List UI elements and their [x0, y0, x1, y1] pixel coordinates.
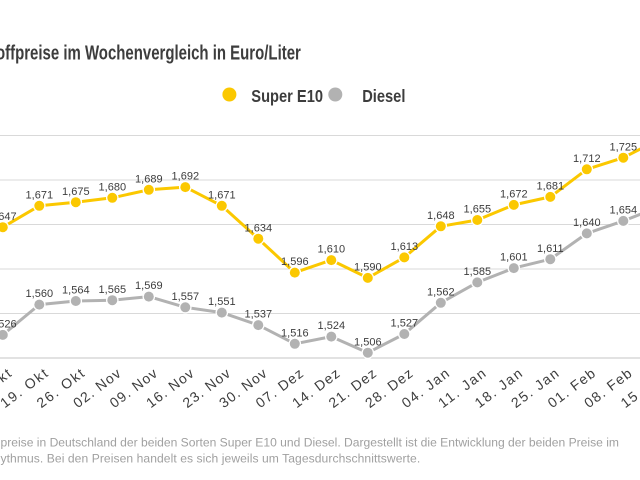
- svg-text:1,671: 1,671: [26, 189, 54, 201]
- svg-text:1,590: 1,590: [354, 262, 382, 274]
- svg-text:1,655: 1,655: [464, 204, 492, 216]
- svg-text:1,611: 1,611: [537, 243, 564, 255]
- svg-text:1,712: 1,712: [573, 153, 601, 165]
- svg-text:1,680: 1,680: [99, 181, 127, 193]
- svg-text:1,672: 1,672: [500, 189, 528, 201]
- svg-text:1,569: 1,569: [135, 280, 163, 292]
- svg-text:1,565: 1,565: [99, 284, 127, 296]
- svg-text:1,681: 1,681: [537, 181, 565, 193]
- svg-text:ythmus. Bei den Preisen handel: ythmus. Bei den Preisen handelt es sich …: [1, 452, 421, 466]
- svg-text:1,671: 1,671: [208, 189, 236, 201]
- svg-text:1,551: 1,551: [208, 296, 236, 308]
- svg-text:1,560: 1,560: [26, 288, 54, 300]
- svg-text:1,564: 1,564: [62, 285, 90, 297]
- svg-text:1,675: 1,675: [62, 186, 90, 198]
- svg-text:1,516: 1,516: [281, 327, 309, 339]
- svg-text:Kraftstoffpreise im Wochenverg: Kraftstoffpreise im Wochenvergleich in E…: [0, 41, 301, 64]
- svg-text:1,596: 1,596: [281, 256, 309, 268]
- svg-text:1,648: 1,648: [427, 210, 455, 222]
- svg-text:1,725: 1,725: [610, 141, 638, 153]
- svg-text:1,526: 1,526: [0, 319, 17, 331]
- svg-text:1,524: 1,524: [318, 320, 346, 332]
- svg-text:1,692: 1,692: [172, 171, 200, 183]
- svg-text:1,654: 1,654: [610, 205, 638, 217]
- svg-text:1,689: 1,689: [135, 173, 163, 185]
- svg-text:1,557: 1,557: [172, 291, 200, 303]
- svg-text:1,613: 1,613: [391, 241, 419, 253]
- svg-text:1,640: 1,640: [573, 217, 601, 229]
- svg-text:1,585: 1,585: [464, 266, 492, 278]
- svg-text:1,634: 1,634: [245, 222, 273, 234]
- svg-text:1,537: 1,537: [245, 309, 273, 321]
- svg-text:preise in Deutschland der beid: preise in Deutschland der beiden Sorten …: [1, 436, 619, 450]
- svg-text:1,610: 1,610: [318, 244, 346, 256]
- svg-text:1,527: 1,527: [391, 318, 419, 330]
- svg-text:Super E10: Super E10: [251, 86, 323, 106]
- svg-text:Diesel: Diesel: [362, 86, 405, 106]
- svg-text:1,647: 1,647: [0, 211, 17, 223]
- svg-text:1,562: 1,562: [427, 286, 455, 298]
- svg-text:1,601: 1,601: [500, 252, 528, 264]
- svg-text:1,506: 1,506: [354, 336, 382, 348]
